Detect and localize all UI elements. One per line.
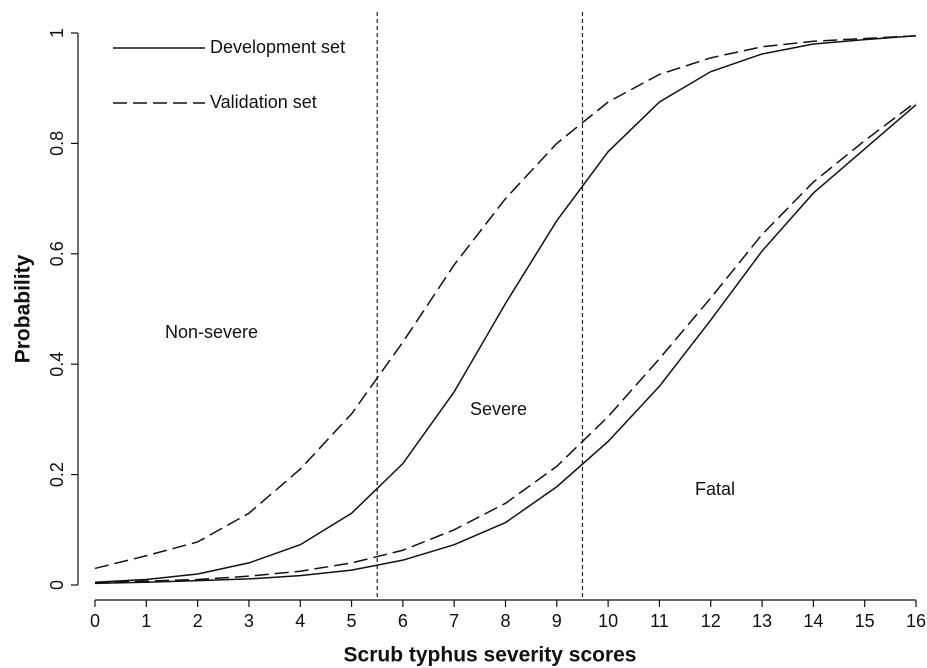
x-tick-label: 13 — [752, 611, 772, 631]
y-tick-label: 0.8 — [47, 131, 67, 156]
x-tick-label: 0 — [90, 611, 100, 631]
annotation: Non-severe — [165, 322, 258, 342]
x-axis-label: Scrub typhus severity scores — [344, 644, 637, 667]
x-tick-label: 14 — [803, 611, 823, 631]
annotation: Severe — [470, 399, 527, 419]
x-tick-label: 3 — [244, 611, 254, 631]
y-tick-label: 0.4 — [47, 352, 67, 377]
y-tick-label: 0 — [47, 580, 67, 590]
y-tick-label: 0.6 — [47, 241, 67, 266]
x-tick-label: 10 — [598, 611, 618, 631]
y-tick-label: 1 — [47, 28, 67, 38]
legend-label: Development set — [210, 37, 345, 57]
x-tick-label: 12 — [701, 611, 721, 631]
x-tick-label: 7 — [449, 611, 459, 631]
y-axis-label: Probability — [12, 254, 35, 363]
x-tick-label: 6 — [398, 611, 408, 631]
x-tick-label: 15 — [855, 611, 875, 631]
annotation: Fatal — [695, 479, 735, 499]
curve — [94, 35, 917, 570]
curve — [94, 35, 917, 583]
legend-label: Validation set — [210, 92, 317, 112]
curve — [94, 101, 917, 584]
x-tick-label: 2 — [193, 611, 203, 631]
curve — [94, 104, 917, 585]
x-tick-label: 16 — [906, 611, 926, 631]
x-tick-label: 1 — [141, 611, 151, 631]
y-tick-label: 0.2 — [47, 462, 67, 487]
x-tick-label: 11 — [650, 611, 669, 631]
x-tick-label: 4 — [295, 611, 305, 631]
x-tick-label: 8 — [500, 611, 510, 631]
x-tick-label: 5 — [347, 611, 357, 631]
x-tick-label: 9 — [552, 611, 562, 631]
